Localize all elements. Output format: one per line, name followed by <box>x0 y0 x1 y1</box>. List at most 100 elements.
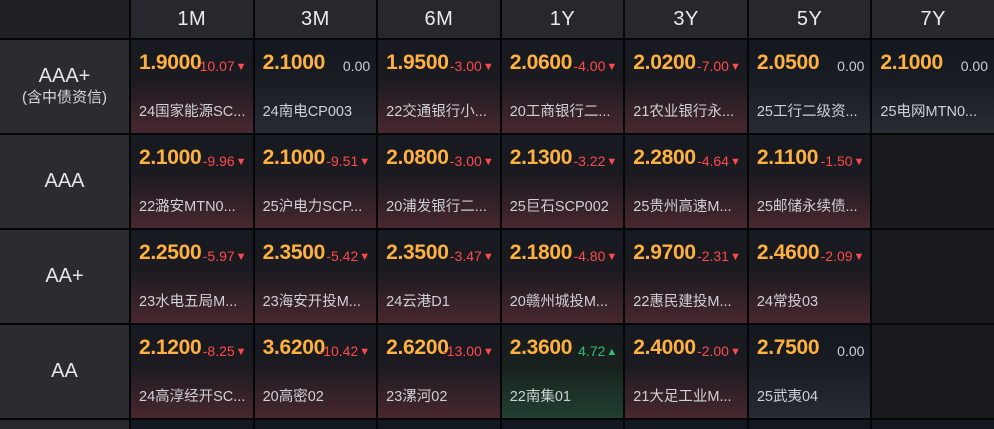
down-triangle-icon: ▼ <box>482 251 494 263</box>
bond-name: 25武夷04 <box>756 389 819 405</box>
yield-cell[interactable]: 2.2500 -5.97▼ 23水电五局M... <box>131 230 253 323</box>
yield-cell[interactable]: 2.9700 -2.31▼ 22惠民建投M... <box>625 230 747 323</box>
yield-value: 2.1000 <box>880 51 943 74</box>
bond-name: 24南电CP003 <box>262 104 353 120</box>
column-header-6m: 6M <box>378 0 500 38</box>
yield-change: -10.07▼ <box>195 58 247 75</box>
yield-cell[interactable]: 2.1800 -4.80▼ 20赣州城投M... <box>501 230 624 323</box>
down-triangle-icon: ▼ <box>853 156 865 168</box>
down-triangle-icon: ▼ <box>729 156 741 168</box>
yield-change: -3.47▼ <box>450 248 494 265</box>
yield-cell[interactable]: 2.1100 -1.50▼ 25邮储永续债... <box>748 135 871 228</box>
yield-value: 2.4600 <box>756 241 820 264</box>
yield-cell[interactable]: 2.4000 -2.00▼ 21大足工业M... <box>625 325 747 418</box>
yield-cell[interactable]: 2.4600 -2.09▼ 24常投03 <box>748 230 871 323</box>
yield-change: -2.09▼ <box>821 248 865 265</box>
yield-value: 2.7500 <box>756 336 820 359</box>
change-amount: -5.97 <box>202 248 235 264</box>
yield-change: -4.64▼ <box>697 153 741 170</box>
empty-yield-cell <box>872 135 994 228</box>
partial-row-cell <box>131 420 253 429</box>
yield-cell[interactable]: 2.1000 0.00 24南电CP003 <box>254 40 377 133</box>
change-amount: -8.25 <box>202 343 235 359</box>
yield-value: 2.1000 <box>262 146 326 169</box>
change-amount: -7.00 <box>697 58 729 74</box>
yield-value: 2.9700 <box>633 241 696 264</box>
change-amount: -2.31 <box>697 248 729 264</box>
change-amount: -4.80 <box>573 248 606 264</box>
row-label-aa: AA <box>0 325 129 418</box>
bond-name: 24常投03 <box>756 294 819 310</box>
down-triangle-icon: ▼ <box>482 156 494 168</box>
yield-cell[interactable]: 2.6200 -13.00▼ 23漯河02 <box>378 325 500 418</box>
yield-change: 0.00 <box>837 58 864 74</box>
yield-cell[interactable]: 2.1000 -9.51▼ 25沪电力SCP... <box>254 135 377 228</box>
yield-change: 4.72▲ <box>578 343 617 360</box>
change-amount: 0.00 <box>837 343 865 359</box>
yield-cell[interactable]: 2.1000 -9.96▼ 22潞安MTN0... <box>131 135 253 228</box>
yield-cell[interactable]: 2.0600 -4.00▼ 20工商银行二... <box>501 40 624 133</box>
down-triangle-icon: ▼ <box>359 251 371 263</box>
yield-change: 0.00 <box>837 343 864 359</box>
empty-yield-cell <box>872 325 994 418</box>
yield-cell[interactable]: 2.1300 -3.22▼ 25巨石SCP002 <box>501 135 624 228</box>
row-label-aaaplus: AAA+ (含中债资信) <box>0 40 129 133</box>
yield-change: -3.22▼ <box>573 153 617 170</box>
down-triangle-icon: ▼ <box>482 61 494 73</box>
yield-value: 1.9500 <box>386 51 449 74</box>
yield-cell[interactable]: 1.9000 -10.07▼ 24国家能源SC... <box>131 40 253 133</box>
yield-change: -3.00▼ <box>450 153 494 170</box>
bond-name: 21农业银行永... <box>633 104 734 120</box>
bond-name: 25巨石SCP002 <box>509 199 609 215</box>
down-triangle-icon: ▼ <box>606 251 618 263</box>
partial-row-cell <box>872 420 994 429</box>
yield-cell[interactable]: 2.7500 0.00 25武夷04 <box>748 325 871 418</box>
partial-row-cell <box>378 420 500 429</box>
yield-cell[interactable]: 2.0200 -7.00▼ 21农业银行永... <box>625 40 747 133</box>
change-amount: 0.00 <box>342 58 371 74</box>
yield-change: -5.97▼ <box>203 248 247 265</box>
empty-yield-cell <box>872 230 994 323</box>
yield-value: 2.3500 <box>386 241 449 264</box>
yield-cell[interactable]: 2.0800 -3.00▼ 20浦发银行二... <box>378 135 500 228</box>
yield-cell[interactable]: 2.3500 -5.42▼ 23海安开投M... <box>254 230 377 323</box>
yield-cell[interactable]: 2.3500 -3.47▼ 24云港D1 <box>378 230 500 323</box>
yield-change: -2.00▼ <box>697 343 741 360</box>
yield-change: -4.00▼ <box>573 58 617 75</box>
yield-value: 2.1800 <box>509 241 573 264</box>
yield-cell[interactable]: 3.6200 -10.42▼ 20高密02 <box>254 325 377 418</box>
down-triangle-icon: ▼ <box>729 251 741 263</box>
change-amount: -2.00 <box>697 343 729 359</box>
change-amount: -9.51 <box>326 153 359 169</box>
bond-name: 24云港D1 <box>386 294 450 310</box>
yield-cell[interactable]: 2.2800 -4.64▼ 25贵州高速M... <box>625 135 747 228</box>
column-header-3m: 3M <box>254 0 377 38</box>
bond-name: 23水电五局M... <box>139 294 238 310</box>
yield-change: -1.50▼ <box>821 153 865 170</box>
yield-cell[interactable]: 2.1200 -8.25▼ 24高淳经开SC... <box>131 325 253 418</box>
rating-label: AA+ <box>45 265 84 287</box>
down-triangle-icon: ▼ <box>482 346 494 358</box>
change-amount: -13.00 <box>442 343 482 359</box>
bond-name: 20工商银行二... <box>509 104 611 120</box>
yield-cell[interactable]: 1.9500 -3.00▼ 22交通银行小... <box>378 40 500 133</box>
yield-value: 3.6200 <box>262 336 326 359</box>
yield-change: -3.00▼ <box>450 58 494 75</box>
down-triangle-icon: ▼ <box>235 251 247 263</box>
yield-cell[interactable]: 2.0500 0.00 25工行二级资... <box>748 40 871 133</box>
partial-row-cell <box>748 420 871 429</box>
yield-value: 2.6200 <box>386 336 449 359</box>
yield-value: 1.9000 <box>139 51 202 74</box>
down-triangle-icon: ▼ <box>359 346 371 358</box>
column-header-1m: 1M <box>131 0 253 38</box>
bond-name: 24国家能源SC... <box>139 104 246 120</box>
down-triangle-icon: ▼ <box>853 251 865 263</box>
yield-cell[interactable]: 2.1000 0.00 25电网MTN0... <box>872 40 994 133</box>
yield-value: 2.1300 <box>509 146 573 169</box>
row-label-aaa: AAA <box>0 135 129 228</box>
yield-cell[interactable]: 2.3600 4.72▲ 22南集01 <box>501 325 624 418</box>
bond-name: 22交通银行小... <box>386 104 487 120</box>
bond-name: 20浦发银行二... <box>386 199 487 215</box>
yield-change: -9.51▼ <box>326 153 370 170</box>
bond-name: 25贵州高速M... <box>633 199 732 215</box>
